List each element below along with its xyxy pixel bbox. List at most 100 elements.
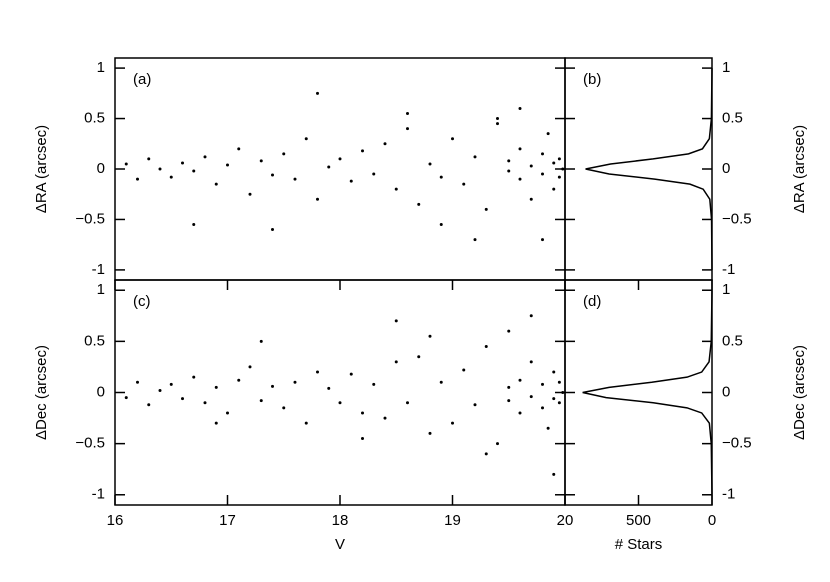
panel-label: (d) xyxy=(583,293,601,310)
point xyxy=(451,421,454,425)
y-tick-label: −0.5 xyxy=(75,435,105,452)
point xyxy=(496,117,499,121)
point xyxy=(561,167,565,171)
y-tick-label: −0.5 xyxy=(722,210,752,227)
point xyxy=(484,452,488,456)
point xyxy=(349,179,353,183)
point xyxy=(124,162,128,166)
point xyxy=(417,202,421,206)
point xyxy=(214,421,218,425)
point xyxy=(327,165,331,169)
point xyxy=(541,406,544,410)
point xyxy=(327,386,331,390)
point xyxy=(546,426,550,430)
panel-frame xyxy=(114,57,566,281)
point xyxy=(541,152,544,156)
point xyxy=(507,329,511,333)
point xyxy=(552,472,556,476)
point xyxy=(518,411,522,415)
point xyxy=(124,396,128,400)
point xyxy=(557,380,561,384)
point xyxy=(169,175,173,179)
point xyxy=(529,314,533,318)
panel-label: (b) xyxy=(583,71,601,88)
point xyxy=(518,177,522,181)
point xyxy=(462,182,466,186)
point xyxy=(136,380,139,384)
point xyxy=(518,147,522,151)
point xyxy=(496,122,499,126)
point xyxy=(394,319,398,323)
point xyxy=(237,147,241,151)
y-tick-label: 0.5 xyxy=(722,332,743,349)
point xyxy=(518,378,522,382)
point xyxy=(226,163,229,167)
y-tick-label: −0.5 xyxy=(75,210,105,227)
point xyxy=(226,411,229,415)
y-tick-label: −0.5 xyxy=(722,435,752,452)
point xyxy=(181,161,184,165)
point xyxy=(484,207,488,211)
point xyxy=(293,177,297,181)
point xyxy=(552,370,556,374)
point xyxy=(214,385,218,389)
point xyxy=(451,137,454,141)
point xyxy=(181,397,184,401)
point xyxy=(338,157,342,161)
point xyxy=(271,228,274,232)
y-tick-label: 1 xyxy=(722,59,730,76)
point xyxy=(529,360,533,364)
point xyxy=(406,127,409,131)
point xyxy=(316,91,319,95)
y-tick-label: 0.5 xyxy=(722,110,743,127)
point xyxy=(529,197,533,201)
point xyxy=(158,167,162,171)
point xyxy=(529,164,533,168)
point xyxy=(541,172,544,176)
point xyxy=(428,334,432,338)
point xyxy=(394,360,398,364)
point xyxy=(529,395,533,399)
y-tick-label: 0.5 xyxy=(84,332,105,349)
point xyxy=(338,401,342,405)
x-axis-label: V xyxy=(335,536,345,553)
point xyxy=(203,155,207,159)
point xyxy=(473,155,477,159)
point xyxy=(428,431,432,435)
point xyxy=(304,137,308,141)
point xyxy=(541,238,544,242)
point xyxy=(316,197,319,201)
point xyxy=(439,380,443,384)
panel-label: (c) xyxy=(133,293,151,310)
point xyxy=(248,365,252,369)
y-tick-label: 0 xyxy=(722,383,730,400)
point xyxy=(518,106,522,110)
point xyxy=(383,142,387,146)
point xyxy=(507,169,511,173)
point xyxy=(507,159,511,163)
point xyxy=(417,355,421,359)
point xyxy=(293,380,297,384)
point xyxy=(259,339,263,343)
point xyxy=(192,223,196,226)
point xyxy=(361,437,364,441)
point xyxy=(552,397,556,401)
x-tick-label: 0 xyxy=(708,512,716,529)
profile-line xyxy=(582,290,713,495)
point xyxy=(406,112,409,115)
x-tick-label: 19 xyxy=(444,512,461,529)
x-tick-label: 18 xyxy=(332,512,349,529)
point xyxy=(507,399,511,403)
y-axis-label: ΔDec (arcsec) xyxy=(33,345,50,440)
y-axis-label: ΔDec (arcsec) xyxy=(791,345,808,440)
point xyxy=(484,344,488,348)
y-tick-label: -1 xyxy=(722,261,735,278)
y-axis-label: ΔRA (arcsec) xyxy=(33,125,50,213)
y-axis-label: ΔRA (arcsec) xyxy=(791,125,808,213)
point xyxy=(349,372,353,376)
point xyxy=(169,382,173,386)
point xyxy=(361,411,364,415)
point xyxy=(372,382,376,386)
point xyxy=(507,385,511,389)
